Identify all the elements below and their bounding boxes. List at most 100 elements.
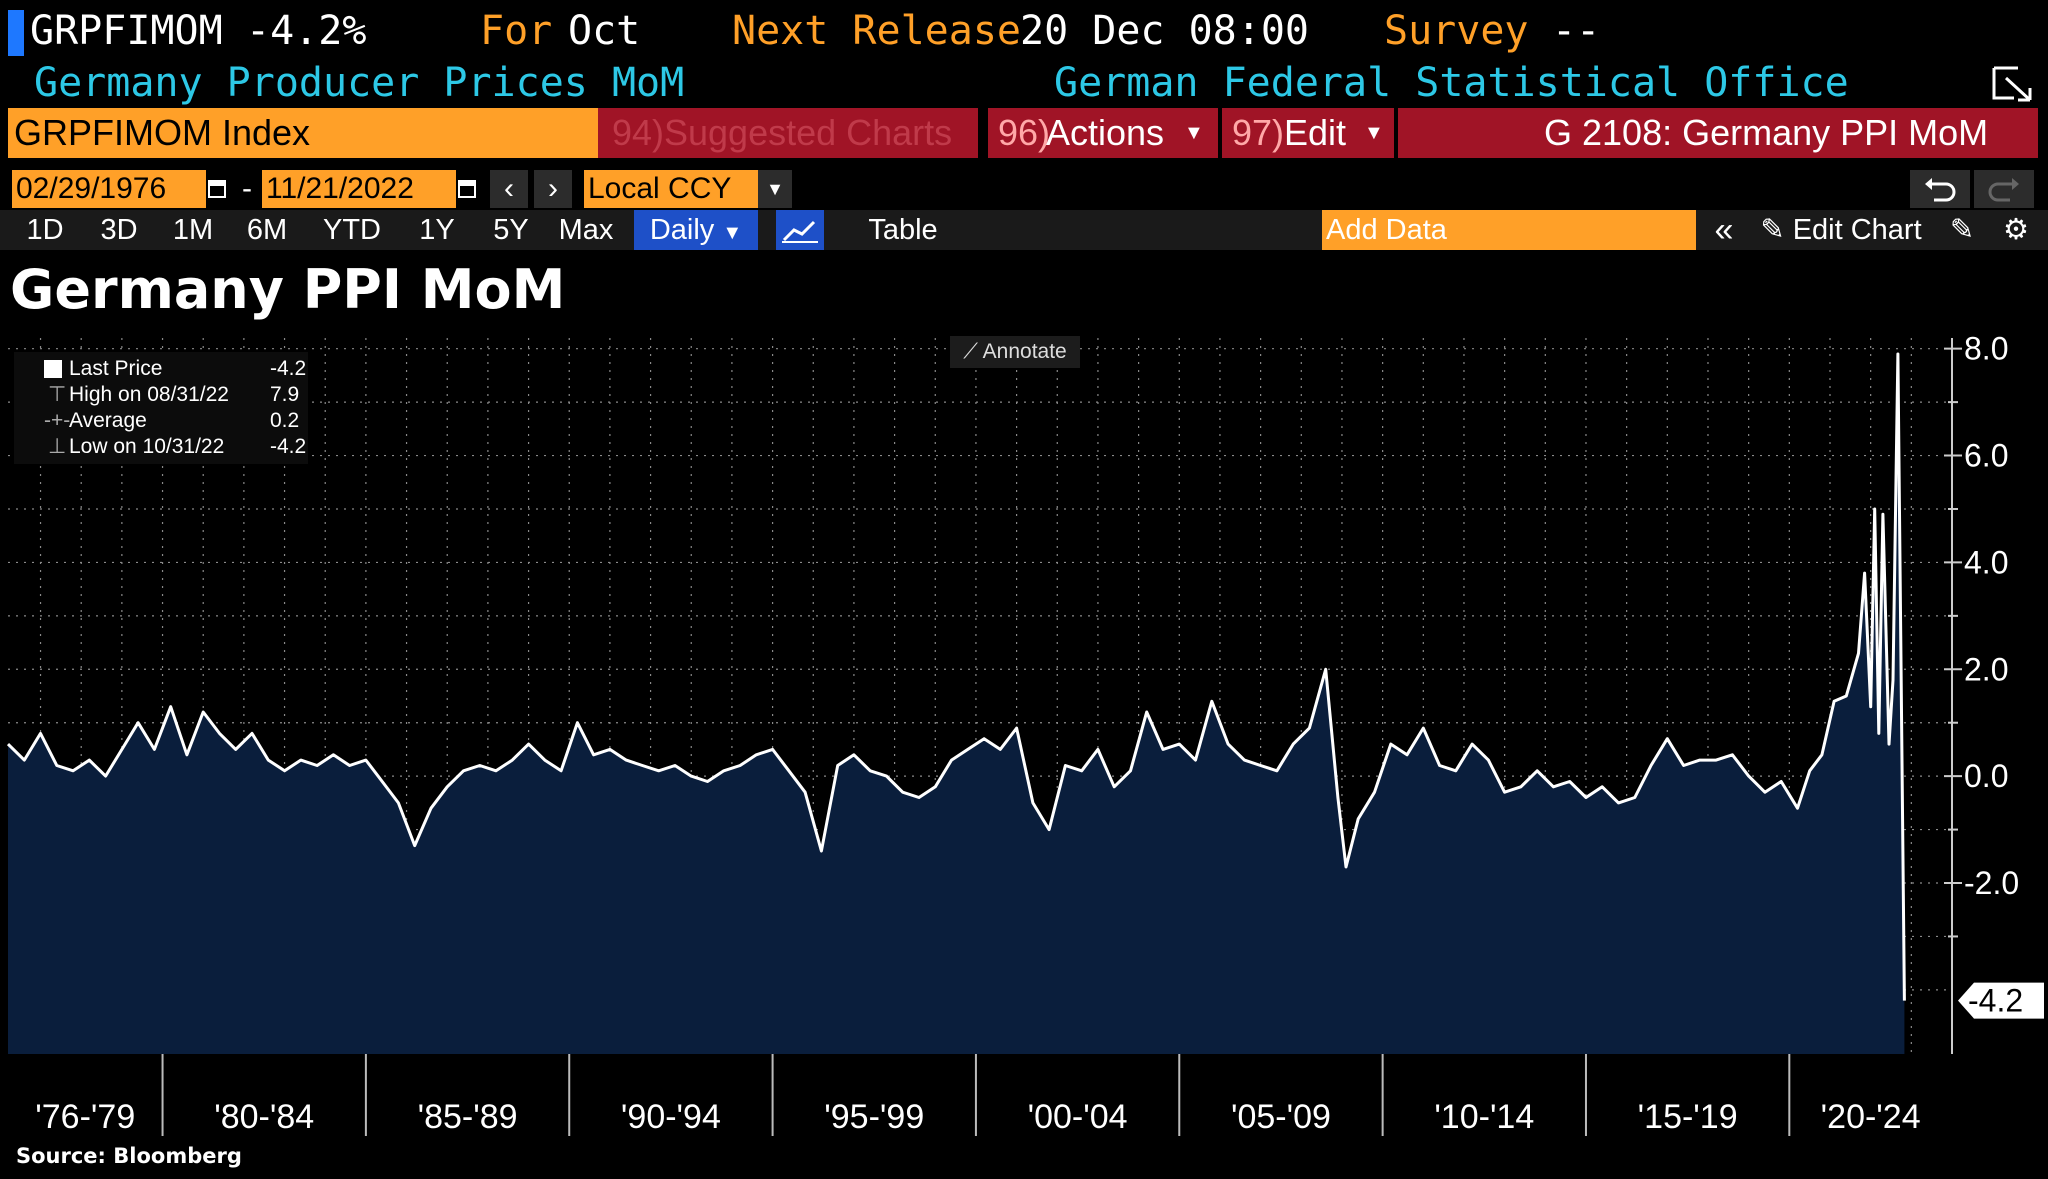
- annotation-edit-icon[interactable]: ✎: [1949, 214, 1975, 246]
- suggested-label: Suggested Charts: [664, 112, 953, 153]
- x-tick-label: '76-'79: [35, 1098, 135, 1136]
- range-6m-button[interactable]: 6M: [246, 214, 288, 246]
- suggested-charts-button[interactable]: 94) Suggested Charts: [598, 108, 978, 158]
- edit-chart-label: Edit Chart: [1792, 214, 1922, 246]
- range-ytd-button[interactable]: YTD: [323, 214, 381, 246]
- for-value: Oct: [568, 8, 641, 54]
- annotate-label: Annotate: [982, 340, 1067, 363]
- legend-row-average: -+- Average 0.2: [14, 408, 308, 434]
- legend-row-last: Last Price -4.2: [14, 356, 308, 382]
- pencil-icon: ✎: [1760, 214, 1793, 246]
- range-max-button[interactable]: Max: [558, 214, 614, 246]
- ticker-marker: [8, 10, 24, 56]
- ticker-symbol[interactable]: GRPFIMOM: [30, 8, 223, 54]
- redo-icon[interactable]: [1974, 170, 2034, 208]
- popout-icon[interactable]: [1990, 64, 2036, 104]
- legend-value: 7.9: [270, 383, 300, 406]
- chevron-down-icon: ▼: [1364, 122, 1384, 144]
- pencil-icon: ⟋: [963, 340, 983, 363]
- x-tick-label: '10-'14: [1434, 1098, 1534, 1136]
- edit-chart-button[interactable]: ✎ Edit Chart: [1752, 210, 1930, 250]
- table-button[interactable]: Table: [868, 214, 938, 246]
- y-tick-label: 4.0: [1964, 544, 2008, 580]
- undo-icon[interactable]: [1910, 170, 1970, 208]
- range-1m-button[interactable]: 1M: [172, 214, 214, 246]
- y-tick-label: 2.0: [1964, 651, 2008, 687]
- y-tick-label: 8.0: [1964, 331, 2008, 367]
- line-chart-icon[interactable]: [776, 210, 824, 250]
- security-description: Germany Producer Prices MoM: [34, 60, 685, 106]
- function-label: G 2108: Germany PPI MoM: [1544, 112, 1989, 153]
- legend-value: -4.2: [270, 357, 307, 380]
- edit-num: 97): [1232, 112, 1285, 153]
- series-line: [6, 352, 1906, 1001]
- security-field[interactable]: GRPFIMOM Index: [8, 108, 602, 158]
- series-area: [8, 354, 1905, 1054]
- x-tick-label: '90-'94: [621, 1098, 721, 1136]
- last-value-flag: [1958, 982, 2044, 1019]
- edit-menu[interactable]: 97) Edit ▼: [1222, 108, 1394, 158]
- actions-menu[interactable]: 96) Actions ▼: [988, 108, 1218, 158]
- series-swatch: [44, 360, 62, 378]
- chevron-down-icon: ▼: [722, 222, 743, 244]
- suggested-num: 94): [612, 112, 665, 153]
- y-tick-label: -2.0: [1964, 865, 2019, 901]
- survey-label: Survey: [1384, 8, 1529, 54]
- x-tick-label: '05-'09: [1231, 1098, 1331, 1136]
- x-tick-label: '85-'89: [418, 1098, 518, 1136]
- chevron-down-icon[interactable]: ▼: [758, 170, 792, 208]
- last-value-marker: -4.2: [1958, 982, 2044, 1019]
- frequency-select[interactable]: Daily ▼: [634, 210, 758, 250]
- end-date-input[interactable]: 11/21/2022: [262, 170, 456, 208]
- legend-label: Average: [69, 409, 147, 432]
- chart-title: Germany PPI MoM: [10, 258, 566, 321]
- legend-label: Last Price: [69, 357, 163, 380]
- start-date-input[interactable]: 02/29/1976: [12, 170, 206, 208]
- x-tick-label: '00-'04: [1028, 1098, 1128, 1136]
- prev-period-button[interactable]: ‹: [490, 170, 528, 208]
- x-tick-label: '95-'99: [824, 1098, 924, 1136]
- annotate-button[interactable]: ⟋ Annotate: [950, 336, 1080, 368]
- currency-select[interactable]: Local CCY: [584, 170, 762, 208]
- calendar-icon[interactable]: [456, 170, 478, 208]
- source-organization: German Federal Statistical Office: [1054, 60, 1849, 106]
- next-release-label: Next Release: [732, 8, 1021, 54]
- range-3d-button[interactable]: 3D: [100, 214, 138, 246]
- gear-icon[interactable]: ⚙: [2003, 214, 2029, 246]
- add-data-input[interactable]: Add Data: [1322, 210, 1696, 250]
- for-label: For: [480, 8, 553, 54]
- range-bar: 1D 3D 1M 6M YTD 1Y 5Y Max Daily ▼ Table …: [0, 210, 2048, 250]
- actions-num: 96): [998, 112, 1051, 153]
- chart-legend[interactable]: Last Price -4.2 ⊤ High on 08/31/22 7.9 -…: [14, 352, 308, 464]
- y-axis: 8.0 6.0 4.0 2.0 0.0 -2.0: [1944, 331, 2019, 1054]
- function-title: G 2108: Germany PPI MoM: [1398, 108, 2038, 158]
- y-tick-label: 6.0: [1964, 438, 2008, 474]
- y-tick-label: 0.0: [1964, 758, 2008, 794]
- average-marker-icon: -+-: [44, 409, 71, 432]
- legend-label: High on 08/31/22: [69, 383, 229, 406]
- actions-label: Actions: [1046, 112, 1165, 153]
- x-tick-label: '15-'19: [1638, 1098, 1738, 1136]
- legend-label: Low on 10/31/22: [69, 435, 225, 458]
- range-1y-button[interactable]: 1Y: [419, 214, 455, 246]
- x-axis: '76-'79 '80-'84 '85-'89 '90-'94 '95-'99 '00-'…: [35, 1054, 1921, 1136]
- edit-label: Edit: [1284, 112, 1347, 153]
- last-value-label: -4.2: [1968, 983, 2023, 1019]
- legend-row-low: ⊥ Low on 10/31/22 -4.2: [14, 434, 308, 460]
- legend-value: 0.2: [270, 409, 300, 432]
- calendar-icon[interactable]: [206, 170, 228, 208]
- survey-value: --: [1552, 8, 1601, 54]
- low-marker-icon: ⊥: [48, 435, 67, 458]
- collapse-left-icon[interactable]: «: [1714, 211, 1734, 249]
- x-tick-label: '20-'24: [1821, 1098, 1921, 1136]
- next-release-value: 20 Dec 08:00: [1020, 8, 1309, 54]
- price-change: -4.2%: [246, 8, 367, 54]
- range-1d-button[interactable]: 1D: [26, 214, 64, 246]
- date-separator: -: [242, 172, 252, 205]
- next-period-button[interactable]: ›: [534, 170, 572, 208]
- security-header: GRPFIMOM -4.2% For Oct Next Release 20 D…: [0, 0, 2048, 60]
- frequency-label: Daily: [649, 214, 715, 246]
- source-note: Source: Bloomberg: [16, 1144, 242, 1168]
- range-5y-button[interactable]: 5Y: [493, 214, 529, 246]
